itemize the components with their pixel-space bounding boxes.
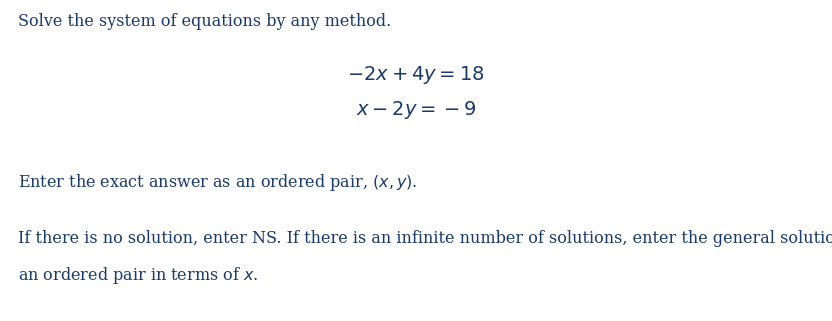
Text: Solve the system of equations by any method.: Solve the system of equations by any met… [18, 13, 391, 30]
Text: Enter the exact answer as an ordered pair, $(x, y)$.: Enter the exact answer as an ordered pai… [18, 172, 418, 193]
Text: If there is no solution, enter NS. If there is an infinite number of solutions, : If there is no solution, enter NS. If th… [18, 230, 832, 247]
Text: $-2x + 4y = 18$: $-2x + 4y = 18$ [347, 64, 485, 86]
Text: $x - 2y = -9$: $x - 2y = -9$ [355, 99, 477, 121]
Text: an ordered pair in terms of $x$.: an ordered pair in terms of $x$. [18, 265, 258, 286]
